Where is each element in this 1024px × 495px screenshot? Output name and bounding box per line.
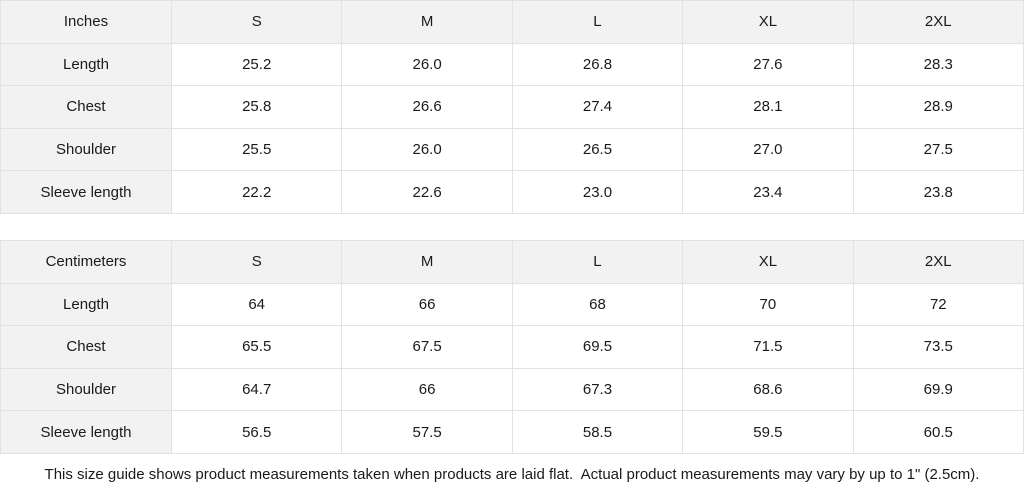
measurement-value: 66: [341, 282, 513, 327]
measurement-value: 59.5: [682, 410, 854, 454]
unit-header-centimeters: Centimeters: [0, 239, 172, 284]
row-label: Sleeve length: [0, 170, 172, 214]
measurement-value: 28.1: [682, 85, 854, 129]
measurement-value: 26.5: [511, 127, 684, 172]
column-header-m: M: [341, 0, 513, 44]
measurement-value: 26.8: [511, 42, 684, 87]
table-row-length: Length 25.2 26.0 26.8 27.6 28.3: [0, 42, 1024, 87]
measurement-value: 58.5: [511, 410, 684, 454]
table-row-sleeve-length: Sleeve length 22.2 22.6 23.0 23.4 23.8: [0, 170, 1024, 214]
row-label: Sleeve length: [0, 410, 172, 454]
size-table-inches: Inches S M L XL 2XL Length 25.2 26.0 26.…: [0, 0, 1024, 214]
size-guide-note: This size guide shows product measuremen…: [0, 453, 1024, 495]
measurement-value: 60.5: [852, 410, 1024, 454]
measurement-value: 22.6: [341, 170, 513, 214]
measurement-value: 27.5: [852, 127, 1024, 172]
measurement-value: 23.4: [682, 170, 854, 214]
row-label: Chest: [0, 85, 172, 129]
measurement-value: 28.3: [852, 42, 1024, 87]
measurement-value: 26.0: [341, 127, 513, 172]
measurement-value: 23.0: [511, 170, 684, 214]
measurement-value: 22.2: [170, 170, 343, 214]
measurement-value: 67.5: [341, 325, 513, 369]
table-row-shoulder: Shoulder 25.5 26.0 26.5 27.0 27.5: [0, 127, 1024, 172]
column-header-xl: XL: [682, 239, 854, 284]
measurement-value: 56.5: [170, 410, 343, 454]
table-row-length: Length 64 66 68 70 72: [0, 282, 1024, 327]
column-header-xl: XL: [682, 0, 854, 44]
measurement-value: 26.6: [341, 85, 513, 129]
column-header-l: L: [511, 0, 684, 44]
measurement-value: 72: [852, 282, 1024, 327]
table-row-shoulder: Shoulder 64.7 66 67.3 68.6 69.9: [0, 367, 1024, 412]
column-header-l: L: [511, 239, 684, 284]
measurement-value: 27.0: [682, 127, 854, 172]
table-header-row: Inches S M L XL 2XL: [0, 0, 1024, 44]
table-row-chest: Chest 65.5 67.5 69.5 71.5 73.5: [0, 325, 1024, 369]
measurement-value: 68.6: [682, 367, 854, 412]
measurement-value: 70: [682, 282, 854, 327]
measurement-value: 65.5: [170, 325, 343, 369]
column-header-m: M: [341, 239, 513, 284]
measurement-value: 71.5: [682, 325, 854, 369]
measurement-value: 25.2: [170, 42, 343, 87]
measurement-value: 68: [511, 282, 684, 327]
measurement-value: 64.7: [170, 367, 343, 412]
table-row-sleeve-length: Sleeve length 56.5 57.5 58.5 59.5 60.5: [0, 410, 1024, 454]
measurement-value: 26.0: [341, 42, 513, 87]
measurement-value: 27.6: [682, 42, 854, 87]
table-header-row: Centimeters S M L XL 2XL: [0, 239, 1024, 284]
table-gap: [0, 213, 1024, 240]
row-label: Chest: [0, 325, 172, 369]
column-header-s: S: [170, 239, 343, 284]
measurement-value: 25.8: [170, 85, 343, 129]
measurement-value: 69.5: [511, 325, 684, 369]
column-header-2xl: 2XL: [852, 0, 1024, 44]
unit-header-inches: Inches: [0, 0, 172, 44]
table-row-chest: Chest 25.8 26.6 27.4 28.1 28.9: [0, 85, 1024, 129]
row-label: Length: [0, 282, 172, 327]
measurement-value: 27.4: [511, 85, 684, 129]
measurement-value: 57.5: [341, 410, 513, 454]
measurement-value: 66: [341, 367, 513, 412]
measurement-value: 64: [170, 282, 343, 327]
column-header-2xl: 2XL: [852, 239, 1024, 284]
measurement-value: 67.3: [511, 367, 684, 412]
row-label: Shoulder: [0, 127, 172, 172]
measurement-value: 28.9: [852, 85, 1024, 129]
row-label: Length: [0, 42, 172, 87]
measurement-value: 73.5: [852, 325, 1024, 369]
measurement-value: 69.9: [852, 367, 1024, 412]
measurement-value: 25.5: [170, 127, 343, 172]
size-table-centimeters: Centimeters S M L XL 2XL Length 64 66 68…: [0, 239, 1024, 454]
row-label: Shoulder: [0, 367, 172, 412]
measurement-value: 23.8: [852, 170, 1024, 214]
column-header-s: S: [170, 0, 343, 44]
